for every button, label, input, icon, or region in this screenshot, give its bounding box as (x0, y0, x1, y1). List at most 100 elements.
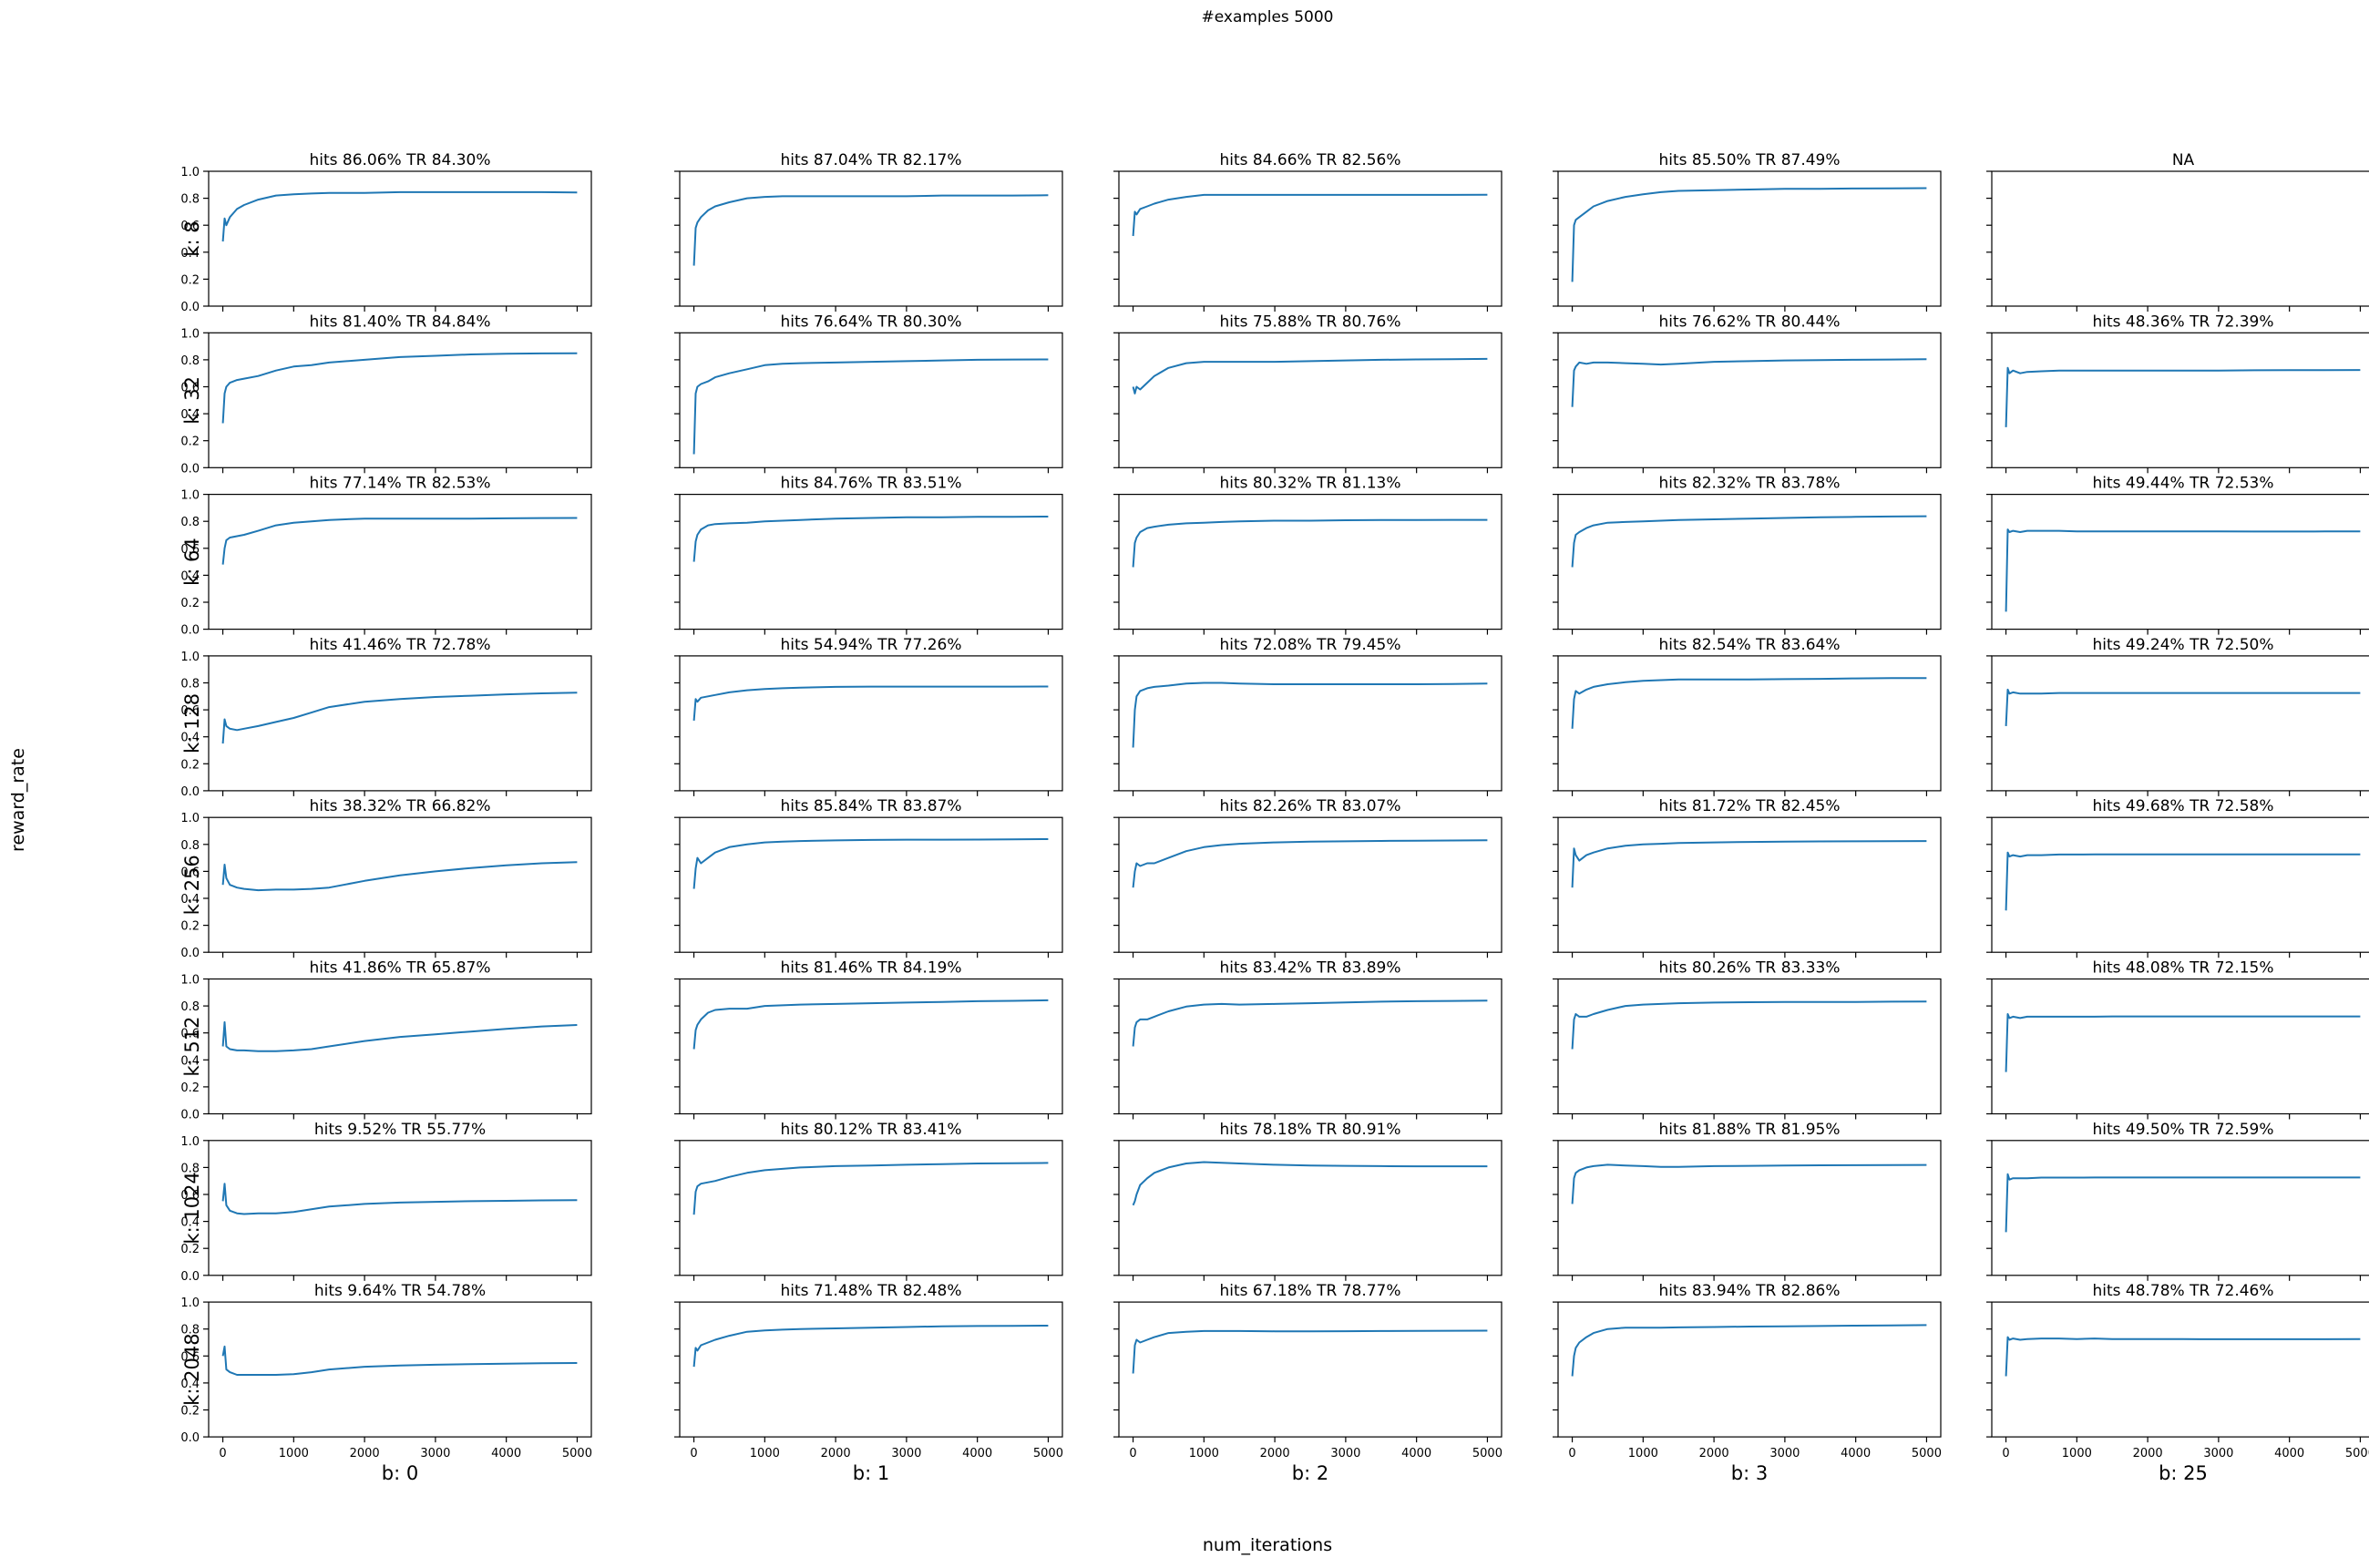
panel-frame (208, 816, 592, 953)
column-label: b: 2 (1292, 1462, 1328, 1484)
panel-frame (208, 655, 592, 792)
x-tick-label: 2000 (2133, 1447, 2163, 1460)
x-tick-label: 1000 (279, 1447, 309, 1460)
panel-r7-c4: hits 48.78% TR 72.46% 0 1000 2000 3000 4000 50… (1986, 1282, 2369, 1460)
panel-title: hits 72.08% TR 79.45% (1219, 636, 1400, 654)
panel-title: hits 80.26% TR 83.33% (1658, 959, 1840, 978)
panel-title: hits 82.26% TR 83.07% (1219, 797, 1400, 815)
panel-r6-c0: hits 9.52% TR 55.77% 0.0 0.2 0.4 0.6 0.8 1.0 (180, 1121, 592, 1284)
series-line (2005, 1173, 2361, 1233)
x-tick-label: 4000 (491, 1447, 521, 1460)
series-line (1571, 515, 1927, 568)
panel-title: hits 54.94% TR 77.26% (780, 636, 961, 654)
panel-r7-c1: hits 71.48% TR 82.48% 0 1000 2000 3000 4000 50… (674, 1282, 1063, 1460)
y-tick-label: 0.2 (180, 1081, 200, 1095)
panel-r4-c2: hits 82.26% TR 83.07% (1113, 797, 1502, 958)
panel-r6-c2: hits 78.18% TR 80.91% (1113, 1121, 1502, 1281)
series-line (1132, 682, 1488, 748)
panel-frame (1557, 1301, 1942, 1438)
panel-title: hits 80.32% TR 81.13% (1219, 475, 1400, 493)
y-tick-label: 0.0 (180, 1109, 200, 1122)
panel-frame (1118, 332, 1502, 468)
panel-frame (1118, 170, 1502, 307)
y-tick-label: 1.0 (180, 489, 200, 503)
series-line (692, 194, 1049, 266)
panel-frame (679, 332, 1063, 468)
panel-frame (1118, 493, 1502, 630)
panel-title: hits 85.84% TR 83.87% (780, 797, 961, 815)
panel-r2-c3: hits 82.32% TR 83.78% (1553, 475, 1942, 635)
panel-title: hits 9.64% TR 54.78% (314, 1282, 486, 1300)
x-tick-label: 4000 (962, 1447, 992, 1460)
panel-frame (1557, 1140, 1942, 1276)
panel-r3-c4: hits 49.24% TR 72.50% (1986, 636, 2369, 796)
y-tick-label: 0.6 (180, 1028, 200, 1041)
panel-title: hits 81.88% TR 81.95% (1658, 1121, 1840, 1139)
panel-frame (1557, 493, 1942, 630)
series-line (1571, 1000, 1927, 1050)
series-line (1571, 187, 1927, 282)
y-tick-label: 0.4 (180, 1054, 200, 1068)
x-tick-label: 5000 (2345, 1447, 2369, 1460)
y-tick-label: 1.0 (180, 327, 200, 341)
panel-title: hits 84.66% TR 82.56% (1219, 151, 1400, 169)
y-tick-label: 0.4 (180, 1216, 200, 1230)
x-tick-label: 2000 (350, 1447, 380, 1460)
series-line (2005, 1336, 2361, 1377)
panel-title: hits 82.32% TR 83.78% (1658, 475, 1840, 493)
x-tick-label: 2000 (1699, 1447, 1729, 1460)
row-label: k: 512 (181, 1017, 203, 1077)
x-tick-label: 3000 (2203, 1447, 2233, 1460)
column-label: b: 0 (382, 1462, 418, 1484)
panel-r5-c1: hits 81.46% TR 84.19% (674, 959, 1063, 1120)
x-tick-label: 4000 (1841, 1447, 1871, 1460)
panel-title: hits 41.86% TR 65.87% (309, 959, 490, 978)
y-tick-label: 0.0 (180, 462, 200, 476)
panel-r4-c0: hits 38.32% TR 66.82% 0.0 0.2 0.4 0.6 0.8 1.0 (180, 797, 592, 960)
y-tick-label: 0.4 (180, 408, 200, 422)
panel-r7-c3: hits 83.94% TR 82.86% 0 1000 2000 3000 4000 50… (1553, 1282, 1942, 1460)
panel-r4-c1: hits 85.84% TR 83.87% (674, 797, 1063, 958)
panel-r5-c0: hits 41.86% TR 65.87% 0.0 0.2 0.4 0.6 0.8 1.0 (180, 959, 592, 1122)
panel-frame (208, 1140, 592, 1276)
panel-frame (208, 978, 592, 1115)
panel-r0-c2: hits 84.66% TR 82.56% (1113, 151, 1502, 312)
y-tick-label: 0.8 (180, 839, 200, 853)
y-tick-label: 0.6 (180, 1189, 200, 1203)
series-line (1571, 358, 1927, 407)
panel-r3-c3: hits 82.54% TR 83.64% (1553, 636, 1942, 796)
panel-r4-c3: hits 81.72% TR 82.45% (1553, 797, 1942, 958)
x-tick-label: 0 (1129, 1447, 1136, 1460)
y-tick-label: 0.6 (180, 866, 200, 879)
series-line (2005, 851, 2361, 911)
panel-r4-c4: hits 49.68% TR 72.58% (1986, 797, 2369, 958)
y-tick-label: 1.0 (180, 651, 200, 664)
y-tick-label: 0.6 (180, 220, 200, 233)
panel-title: hits 76.62% TR 80.44% (1658, 313, 1840, 331)
series-line (2005, 1013, 2361, 1072)
x-tick-label: 4000 (1401, 1447, 1431, 1460)
series-line (1571, 1324, 1927, 1377)
panels-layer: hits 86.06% TR 84.30%0.00.20.40.60.81.0h… (180, 151, 2369, 1484)
series-line (1132, 1161, 1488, 1206)
x-tick-label: 1000 (750, 1447, 780, 1460)
y-tick-label: 0.0 (180, 785, 200, 799)
series-line (221, 190, 578, 242)
series-line (692, 358, 1049, 455)
panel-frame (1991, 332, 2369, 468)
panel-title: hits 84.76% TR 83.51% (780, 475, 961, 493)
y-tick-label: 0.2 (180, 436, 200, 449)
panel-frame (679, 655, 1063, 792)
x-tick-label: 5000 (562, 1447, 592, 1460)
panel-r0-c3: hits 85.50% TR 87.49% (1553, 151, 1942, 312)
y-tick-label: 0.8 (180, 1162, 200, 1175)
panel-frame (1991, 1140, 2369, 1276)
series-line (1132, 999, 1488, 1047)
panel-r7-c0: hits 9.64% TR 54.78% 0.0 0.2 0.4 0.6 0.8 1.0 0 1… (180, 1282, 592, 1460)
y-tick-label: 0.8 (180, 516, 200, 529)
row-label: k: 8 (181, 220, 203, 256)
series-line (1571, 840, 1927, 888)
panel-r6-c4: hits 49.50% TR 72.59% (1986, 1121, 2369, 1281)
panel-frame (1557, 816, 1942, 953)
